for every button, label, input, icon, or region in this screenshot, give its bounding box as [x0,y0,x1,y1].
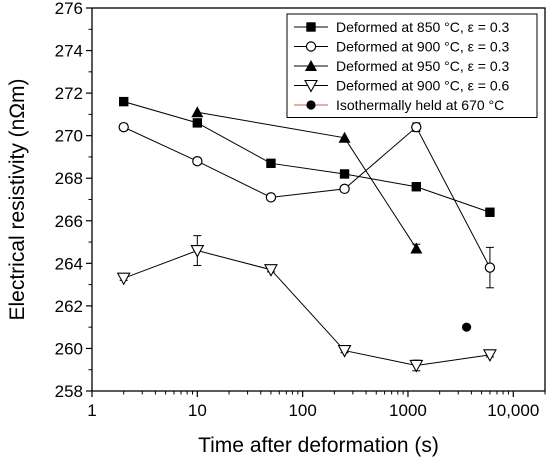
legend-label: Deformed at 900 °C, ε = 0.3 [336,39,510,55]
data-point [461,322,472,332]
data-point [118,121,129,133]
y-tick-label: 270 [55,127,83,146]
x-tick-label: 100 [288,401,316,420]
data-point [338,131,351,143]
x-tick-label: 1000 [389,401,427,420]
data-point [264,264,278,277]
series-line [123,126,491,268]
data-point [190,245,205,258]
x-tick-label: 1 [87,401,96,420]
legend: Deformed at 850 °C, ε = 0.3 Deformed at 9… [286,13,538,118]
series-line [123,101,491,213]
data-point [411,182,422,192]
y-tick-label: 260 [55,339,83,358]
data-point [192,118,203,128]
series-2 [118,121,496,289]
legend-marker [305,60,317,71]
data-point [119,96,129,107]
series-5 [461,322,472,332]
series-line [123,250,491,366]
legend-entry: Isothermally held at 670 °C [294,97,504,113]
series-4 [116,235,497,373]
data-point [265,192,277,203]
data-point [484,262,496,273]
data-point [191,106,204,118]
y-tick-label: 272 [55,84,83,103]
tick-labels: 258 260 262 264 266 268 270 272 274 276 1 10 100 1000… [55,0,540,420]
data-point [411,121,422,133]
legend-entry: Deformed at 850 °C, ε = 0.3 [294,19,510,35]
data-point [483,349,497,362]
legend-entry: Deformed at 900 °C, ε = 0.6 [294,78,510,94]
legend-label: Isothermally held at 670 °C [336,97,504,113]
data-point [337,345,352,358]
y-tick-label: 266 [55,212,83,231]
legend-marker [306,100,316,110]
data-point [485,207,495,217]
data-point [116,272,131,286]
legend-entry: Deformed at 900 °C, ε = 0.3 [294,39,510,55]
x-axis-title: Time after deformation (s) [198,434,439,457]
legend-label: Deformed at 950 °C, ε = 0.3 [336,58,510,74]
y-tick-label: 258 [55,382,83,401]
y-axis-title: Electrical resistivity (nΩm) [6,78,29,320]
data-point [409,359,424,373]
x-tick-label: 10,000 [487,401,539,420]
legend-label: Deformed at 850 °C, ε = 0.3 [336,19,510,35]
data-point [192,155,203,167]
y-tick-label: 274 [55,42,83,61]
x-tick-label: 10 [188,401,207,420]
legend-entry: Deformed at 950 °C, ε = 0.3 [294,58,510,74]
legend-marker [305,41,317,52]
data-point [266,158,276,169]
legend-marker [304,79,318,93]
data-series [116,96,497,373]
series-line [197,111,417,249]
y-tick-label: 276 [55,0,83,18]
y-tick-label: 268 [55,169,83,188]
series-1 [119,96,495,217]
y-tick-label: 264 [55,254,83,273]
legend-marker [306,22,316,32]
legend-label: Deformed at 900 °C, ε = 0.6 [336,78,510,94]
data-point [410,242,423,254]
legend-box [286,13,538,118]
series-3 [191,106,423,254]
data-point [339,183,350,195]
y-tick-label: 262 [55,297,83,316]
data-point [339,169,350,179]
axis-ticks [86,7,546,397]
